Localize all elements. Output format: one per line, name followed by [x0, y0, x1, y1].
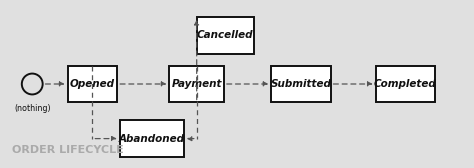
- FancyBboxPatch shape: [375, 66, 435, 102]
- Text: Payment: Payment: [172, 79, 222, 89]
- Text: Cancelled: Cancelled: [197, 30, 254, 40]
- Text: ORDER LIFECYCLE: ORDER LIFECYCLE: [12, 144, 124, 155]
- Text: Completed: Completed: [374, 79, 437, 89]
- Ellipse shape: [22, 74, 43, 94]
- Text: Opened: Opened: [70, 79, 115, 89]
- FancyBboxPatch shape: [197, 17, 254, 54]
- FancyBboxPatch shape: [119, 120, 184, 157]
- FancyBboxPatch shape: [169, 66, 224, 102]
- FancyBboxPatch shape: [271, 66, 331, 102]
- FancyBboxPatch shape: [67, 66, 117, 102]
- Text: Submitted: Submitted: [271, 79, 331, 89]
- Text: Abandoned: Abandoned: [118, 134, 185, 144]
- Text: (nothing): (nothing): [14, 104, 51, 113]
